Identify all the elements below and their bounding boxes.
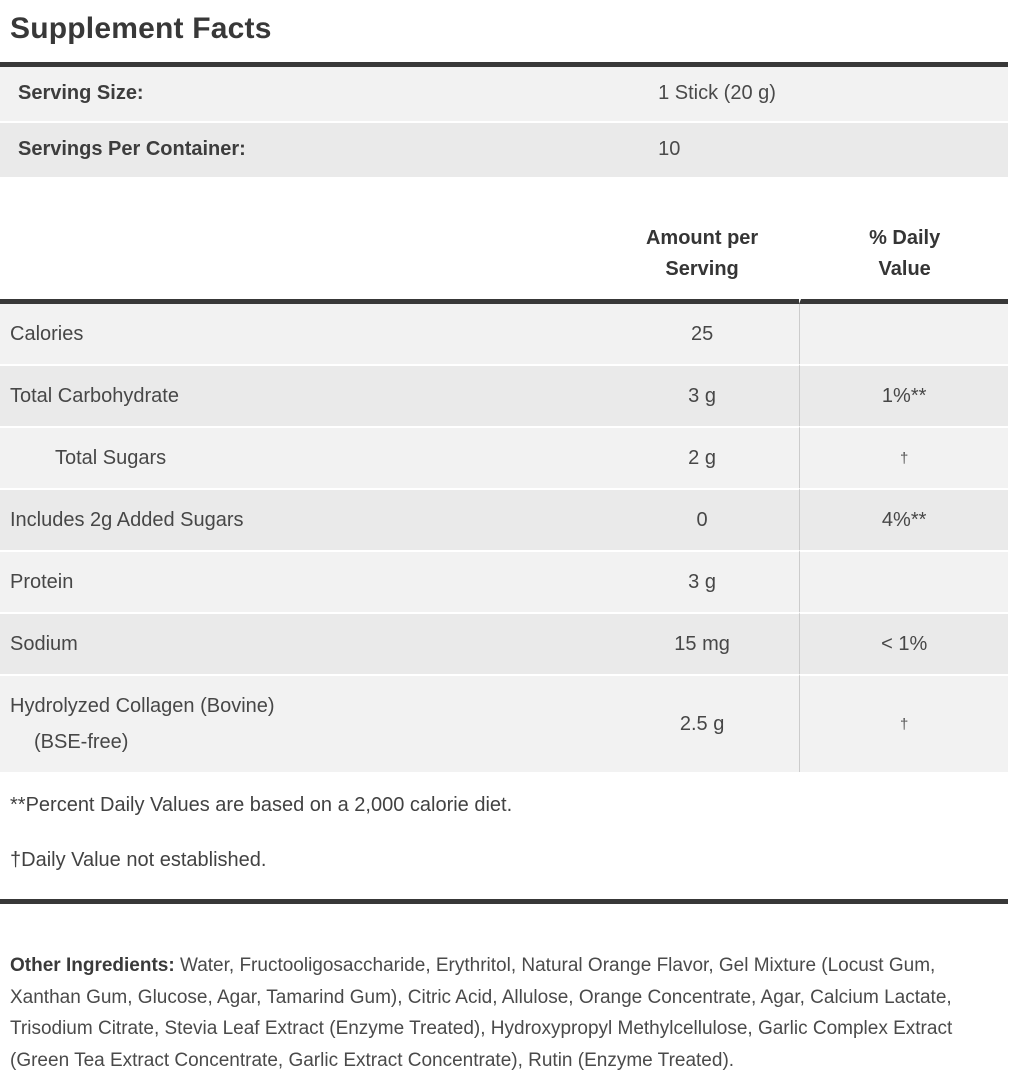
nutrient-row: Total Carbohydrate 3 g 1%**: [0, 364, 1008, 426]
nutrient-amount: 25: [604, 304, 800, 364]
nutrient-name: Hydrolyzed Collagen (Bovine) (BSE-free): [0, 674, 605, 772]
serving-row-value: 1 Stick (20 g): [640, 67, 1008, 121]
nutrient-row: Protein 3 g: [0, 550, 1008, 612]
serving-row-value: 10: [640, 121, 1008, 177]
nutrient-amount: 0: [604, 488, 800, 550]
amount-per-serving-label: Amount per Serving: [645, 227, 759, 280]
nutrient-daily-value: 1%**: [799, 364, 1008, 426]
nutrient-amount: 3 g: [604, 364, 800, 426]
nutrient-daily-value: 4%**: [799, 488, 1008, 550]
footnote-percent-daily-values: **Percent Daily Values are based on a 2,…: [10, 794, 513, 816]
nutrient-row: Hydrolyzed Collagen (Bovine) (BSE-free) 2…: [0, 674, 1008, 772]
nutrient-daily-value: †: [799, 674, 1008, 772]
nutrition-header-row: Amount per Serving % Daily Value: [0, 197, 1008, 304]
nutrient-name: Protein: [0, 550, 605, 612]
serving-row-label: Servings Per Container:: [0, 121, 641, 177]
other-ingredients-paragraph: Other Ingredients: Water, Fructooligosac…: [10, 950, 996, 1076]
section-divider-rule: [0, 899, 1008, 904]
nutrition-table-body: Calories 25 Total Carbohydrate 3 g 1%** …: [0, 304, 1008, 772]
page-title: Supplement Facts: [10, 12, 272, 45]
supplement-facts-panel: Supplement Facts Serving Size: 1 Stick (…: [0, 12, 1015, 1076]
nutrient-amount: 3 g: [604, 550, 800, 612]
daily-value-label: % Daily Value: [869, 227, 941, 280]
serving-info-table: Serving Size: 1 Stick (20 g) Servings Pe…: [0, 62, 1008, 177]
nutrient-name: Sodium: [0, 612, 605, 674]
nutrient-name: Total Sugars: [0, 426, 605, 488]
nutrient-daily-value: < 1%: [799, 612, 1008, 674]
nutrient-column-header: [0, 197, 605, 304]
nutrient-daily-value: [799, 304, 1008, 364]
nutrient-amount: 2.5 g: [604, 674, 800, 772]
nutrient-row: Includes 2g Added Sugars 0 4%**: [0, 488, 1008, 550]
nutrient-amount: 2 g: [604, 426, 800, 488]
serving-row: Servings Per Container: 10: [0, 121, 1008, 177]
nutrition-table: Amount per Serving % Daily Value Calorie…: [0, 197, 1008, 772]
daily-value-header: % Daily Value: [799, 197, 1008, 304]
footnote-daily-value-not-established: †Daily Value not established.: [10, 849, 267, 871]
nutrient-row: Total Sugars 2 g †: [0, 426, 1008, 488]
serving-row: Serving Size: 1 Stick (20 g): [0, 67, 1008, 121]
nutrient-row: Sodium 15 mg < 1%: [0, 612, 1008, 674]
other-ingredients-label: Other Ingredients:: [10, 955, 175, 976]
nutrient-name: Includes 2g Added Sugars: [0, 488, 605, 550]
serving-row-label: Serving Size:: [0, 67, 641, 121]
nutrient-row: Calories 25: [0, 304, 1008, 364]
nutrient-daily-value: †: [799, 426, 1008, 488]
amount-per-serving-header: Amount per Serving: [604, 197, 800, 304]
nutrient-name-line2: (BSE-free): [34, 731, 129, 753]
other-ingredients-text: Water, Fructooligosaccharide, Erythritol…: [10, 955, 953, 1071]
serving-info-body: Serving Size: 1 Stick (20 g) Servings Pe…: [0, 67, 1008, 177]
nutrient-name: Calories: [0, 304, 605, 364]
nutrient-amount: 15 mg: [604, 612, 800, 674]
nutrient-daily-value: [799, 550, 1008, 612]
nutrient-name: Total Carbohydrate: [0, 364, 605, 426]
